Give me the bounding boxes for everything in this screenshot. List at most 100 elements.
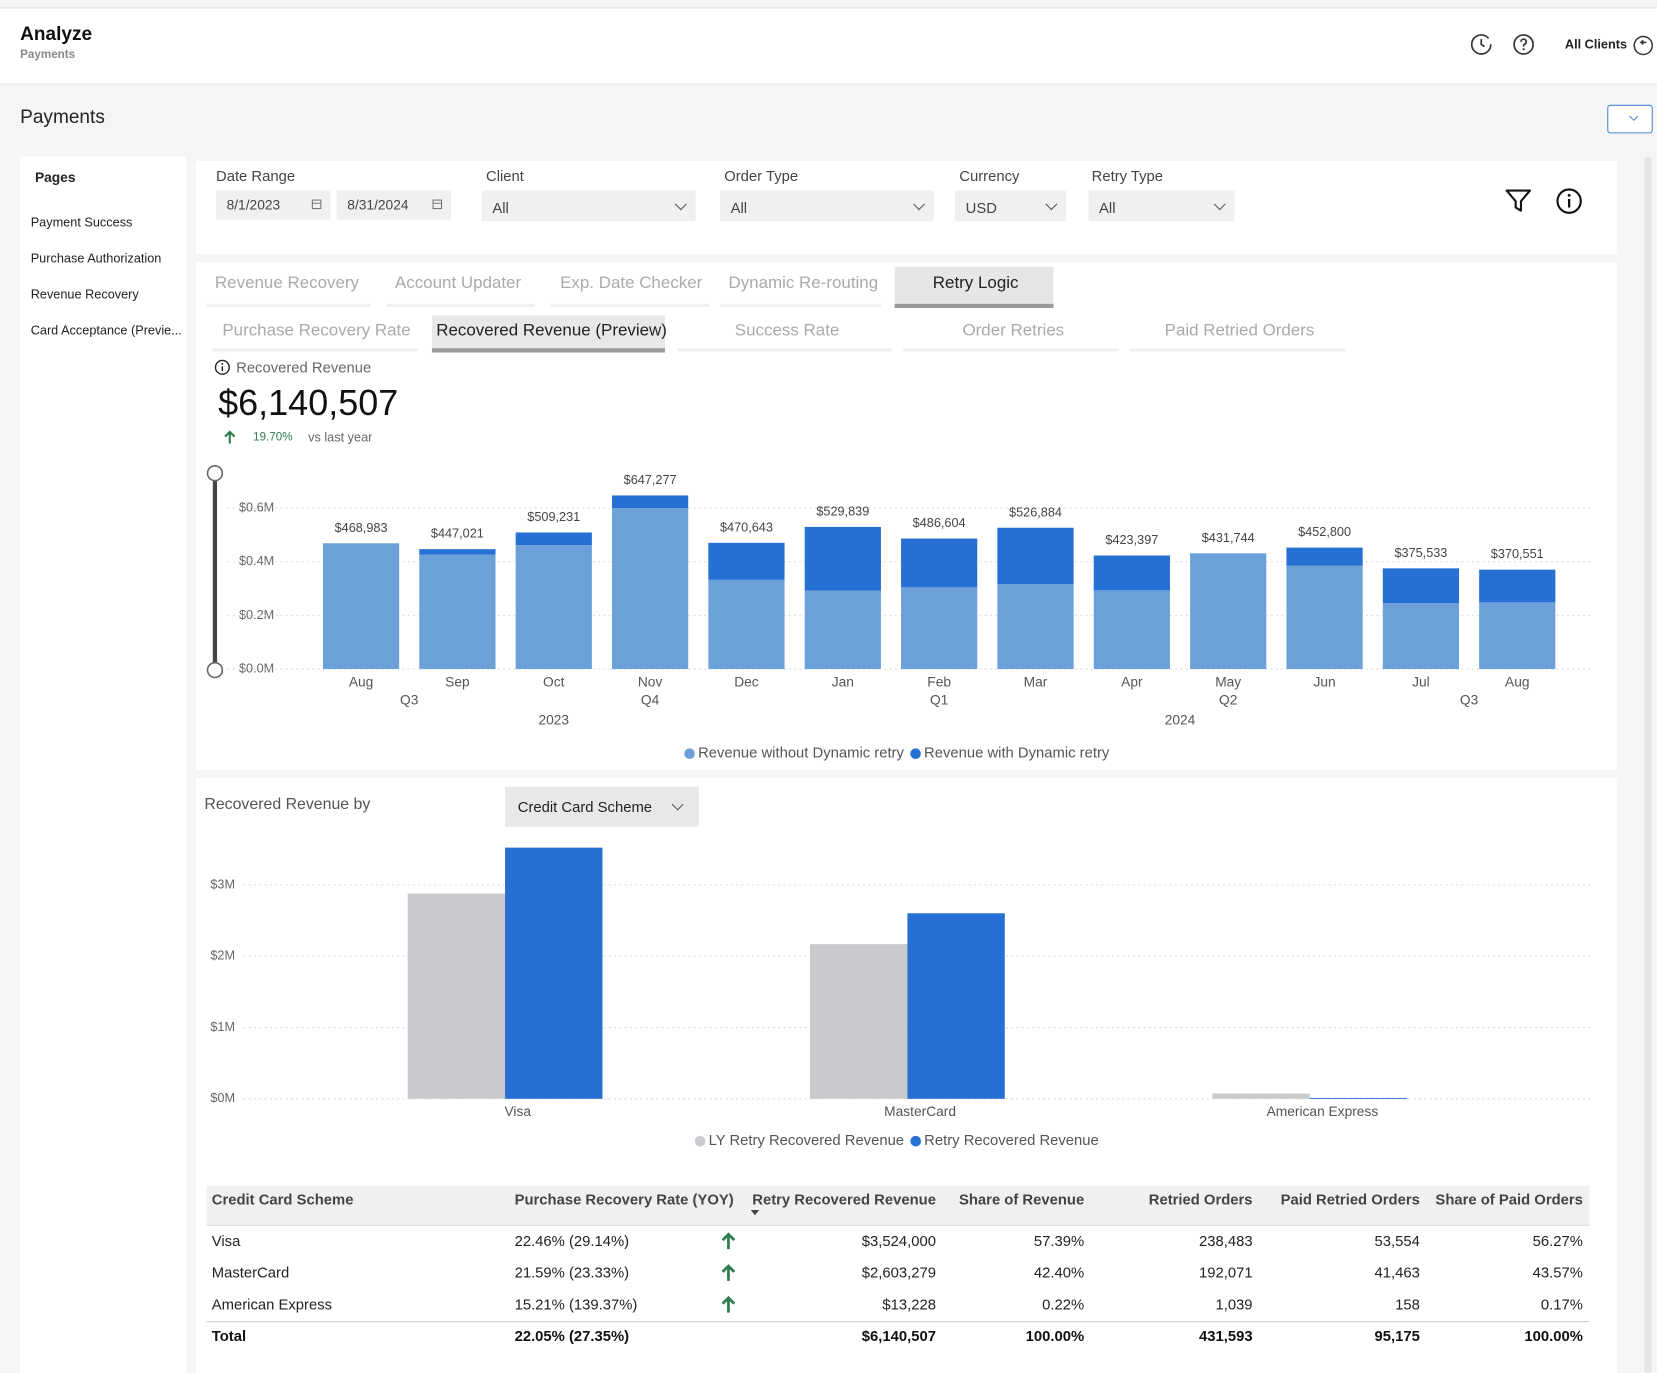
column-header[interactable]: Retry Recovered Revenue (752, 1190, 936, 1208)
table-cell: 1,039 (1215, 1295, 1253, 1313)
filter-value: 8/1/2023 (226, 196, 281, 213)
table-cell: 238,483 (1198, 1232, 1253, 1250)
table-total-cell: 431,593 (1198, 1327, 1253, 1345)
account-icon[interactable] (1632, 34, 1655, 57)
table-total-divider (206, 1321, 1590, 1323)
tab[interactable]: Exp. Date Checker (560, 274, 703, 293)
trend-up-arrow (721, 1264, 736, 1281)
collapse-button[interactable] (1607, 104, 1653, 134)
tab-underline (386, 303, 535, 307)
column-header[interactable]: Purchase Recovery Rate (YOY) (514, 1190, 734, 1208)
tab[interactable]: Retry Logic (932, 274, 1019, 293)
column-header[interactable]: Retried Orders (1148, 1190, 1253, 1208)
info-icon[interactable] (1554, 186, 1584, 216)
table-cell: 56.27% (1532, 1232, 1583, 1250)
filter-label: Client (485, 167, 524, 185)
table-total-cell: 100.00% (1524, 1327, 1583, 1345)
table-cell: 22.46% (29.14%) (514, 1232, 630, 1250)
sidebar-link[interactable]: Purchase Authorization (30, 250, 162, 266)
scrollbar (1644, 156, 1652, 1373)
date-input[interactable] (336, 190, 452, 221)
table-cell: 192,071 (1198, 1263, 1253, 1281)
table-header-bg (206, 1185, 1590, 1226)
page-title: Payments (20, 105, 105, 128)
table-cell: 0.17% (1540, 1295, 1583, 1313)
table-cell: $3,524,000 (861, 1232, 936, 1250)
filter-dropdown[interactable] (719, 190, 934, 222)
trend-up-arrow (721, 1295, 736, 1313)
sidebar-heading: Pages (34, 169, 76, 186)
filter-label: Currency (959, 167, 1020, 185)
app-title: Analyze (20, 23, 93, 45)
breakdown-label: Recovered Revenue by (204, 795, 371, 814)
tab-underline (550, 303, 710, 307)
sidebar-link[interactable]: Revenue Recovery (30, 286, 139, 302)
breakdown-dropdown[interactable] (505, 786, 699, 827)
subtab[interactable]: Success Rate (734, 321, 840, 340)
subtab-underline (1129, 348, 1346, 352)
breakdown-selector: Credit Card Scheme (517, 798, 653, 816)
filter-label: Date Range (215, 167, 296, 185)
subtab-active-bg (431, 315, 665, 349)
sidebar-link[interactable]: Payment Success (30, 214, 133, 230)
table-cell: 0.22% (1042, 1295, 1085, 1313)
filter-icon[interactable] (1503, 186, 1533, 216)
table-total-cell: 22.05% (27.35%) (514, 1327, 630, 1345)
table-total-cell: $6,140,507 (861, 1327, 936, 1345)
filter-label: Order Type (724, 167, 799, 185)
table-cell: 21.59% (23.33%) (514, 1263, 630, 1281)
account-selector[interactable]: All Clients (1564, 37, 1628, 52)
table-total-cell: Total (211, 1327, 247, 1345)
history-icon[interactable] (1469, 32, 1494, 57)
calendar-icon (432, 199, 443, 210)
subtab[interactable]: Paid Retried Orders (1164, 321, 1315, 340)
filter-value: All (730, 199, 748, 216)
tab[interactable]: Revenue Recovery (214, 274, 360, 293)
filter-label: Retry Type (1091, 167, 1164, 185)
filter-value: USD (965, 199, 997, 216)
table-cell: 43.57% (1532, 1263, 1583, 1281)
tab[interactable]: Dynamic Re-routing (728, 274, 879, 293)
tab-active-bg (894, 266, 1054, 304)
column-header[interactable]: Share of Paid Orders (1435, 1190, 1583, 1208)
table-cell: 53,554 (1374, 1232, 1420, 1250)
table-cell: 15.21% (139.37%) (514, 1295, 638, 1313)
table-cell: 158 (1395, 1295, 1420, 1313)
app-subtitle: Payments (20, 48, 76, 62)
filter-dropdown[interactable] (955, 190, 1067, 222)
subtab-underline (677, 348, 893, 352)
subtab-underline (431, 348, 665, 353)
column-header[interactable]: Share of Revenue (958, 1190, 1085, 1208)
kpi-label: Recovered Revenue (236, 358, 372, 376)
column-header[interactable]: Credit Card Scheme (211, 1190, 354, 1208)
filter-dropdown[interactable] (1088, 190, 1235, 222)
date-input[interactable] (215, 190, 331, 221)
subtab-underline (903, 348, 1120, 352)
table-cell: 41,463 (1374, 1263, 1420, 1281)
column-header[interactable]: Paid Retried Orders (1280, 1190, 1420, 1208)
table-cell: MasterCard (211, 1263, 290, 1281)
sort-indicator (750, 1209, 760, 1216)
filter-value: 8/31/2024 (347, 196, 409, 213)
tab[interactable]: Account Updater (394, 274, 522, 293)
tab-underline (894, 303, 1054, 309)
sidebar-link[interactable]: Card Acceptance (Previe... (30, 322, 182, 338)
table-cell: 57.39% (1033, 1232, 1085, 1250)
table-cell: American Express (211, 1295, 333, 1313)
trend-up-arrow (721, 1232, 736, 1250)
subtab[interactable]: Recovered Revenue (Preview) (436, 321, 667, 340)
breakdown-panel (195, 778, 1617, 1373)
filter-value: All (492, 199, 509, 216)
table-total-cell: 100.00% (1025, 1327, 1085, 1345)
help-icon[interactable] (1511, 32, 1536, 57)
filter-dropdown[interactable] (481, 190, 696, 222)
kpi-change: 19.70% (253, 430, 293, 444)
sidebar (20, 156, 187, 1373)
subtab[interactable]: Purchase Recovery Rate (222, 321, 411, 340)
kpi-comparison: vs last year (308, 429, 373, 445)
subtab[interactable]: Order Retries (962, 321, 1065, 340)
up-arrow (224, 430, 236, 444)
table-cell: Visa (211, 1232, 241, 1250)
